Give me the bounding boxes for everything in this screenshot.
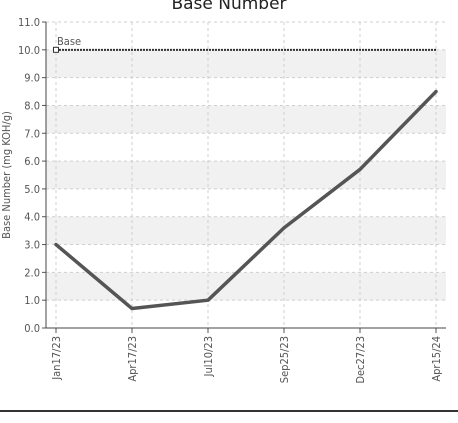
series-line <box>54 89 438 311</box>
x-tick-label: Apr15/24 <box>430 336 443 382</box>
data-point <box>130 307 134 311</box>
plot-band <box>46 105 446 134</box>
x-tick-label: Dec27/23 <box>354 336 367 384</box>
plot-band <box>46 216 446 245</box>
y-tick-label: 9.0 <box>24 72 40 85</box>
y-tick-label: 8.0 <box>24 99 40 112</box>
y-tick-label: 2.0 <box>24 266 40 279</box>
y-tick-label: 7.0 <box>24 127 40 140</box>
x-tick-labels: Jan17/23 Apr17/23 Jul10/23 Sep25/23 Dec27/23… <box>50 336 443 384</box>
y-tick-label: 3.0 <box>24 239 40 252</box>
data-point <box>358 167 362 171</box>
bottom-divider <box>0 410 458 412</box>
reference-line-label: Base <box>57 35 81 48</box>
y-tick-label: 4.0 <box>24 211 40 224</box>
plot-band <box>46 161 446 189</box>
x-tick-label: Apr17/23 <box>126 336 139 382</box>
plot-band <box>46 272 446 301</box>
y-tick-label: 10.0 <box>18 44 40 57</box>
reference-line-group: Base <box>53 35 436 53</box>
y-tick-label: 1.0 <box>24 294 40 307</box>
y-tick-label: 0.0 <box>24 322 40 335</box>
data-point <box>434 90 438 94</box>
y-tick-labels: 0.0 1.0 2.0 3.0 4.0 5.0 6.0 7.0 8.0 9.0 10.0 11.0 <box>18 16 40 335</box>
y-axis-label: Base Number (mg KOH/g) <box>0 111 13 239</box>
data-point <box>282 226 286 230</box>
data-point <box>54 243 58 247</box>
chart-title: Base Number <box>171 0 287 14</box>
y-tick-label: 6.0 <box>24 155 40 168</box>
data-point <box>206 298 210 302</box>
reference-marker <box>53 46 59 53</box>
plot-band <box>46 49 446 78</box>
x-tick-label: Sep25/23 <box>278 336 291 383</box>
y-tick-label: 11.0 <box>18 16 40 29</box>
x-tick-label: Jan17/23 <box>50 336 63 381</box>
y-tick-label: 5.0 <box>24 183 40 196</box>
series-group <box>54 89 438 311</box>
plot-bands <box>46 49 446 301</box>
x-tick-label: Jul10/23 <box>202 336 215 377</box>
axes <box>42 21 446 333</box>
